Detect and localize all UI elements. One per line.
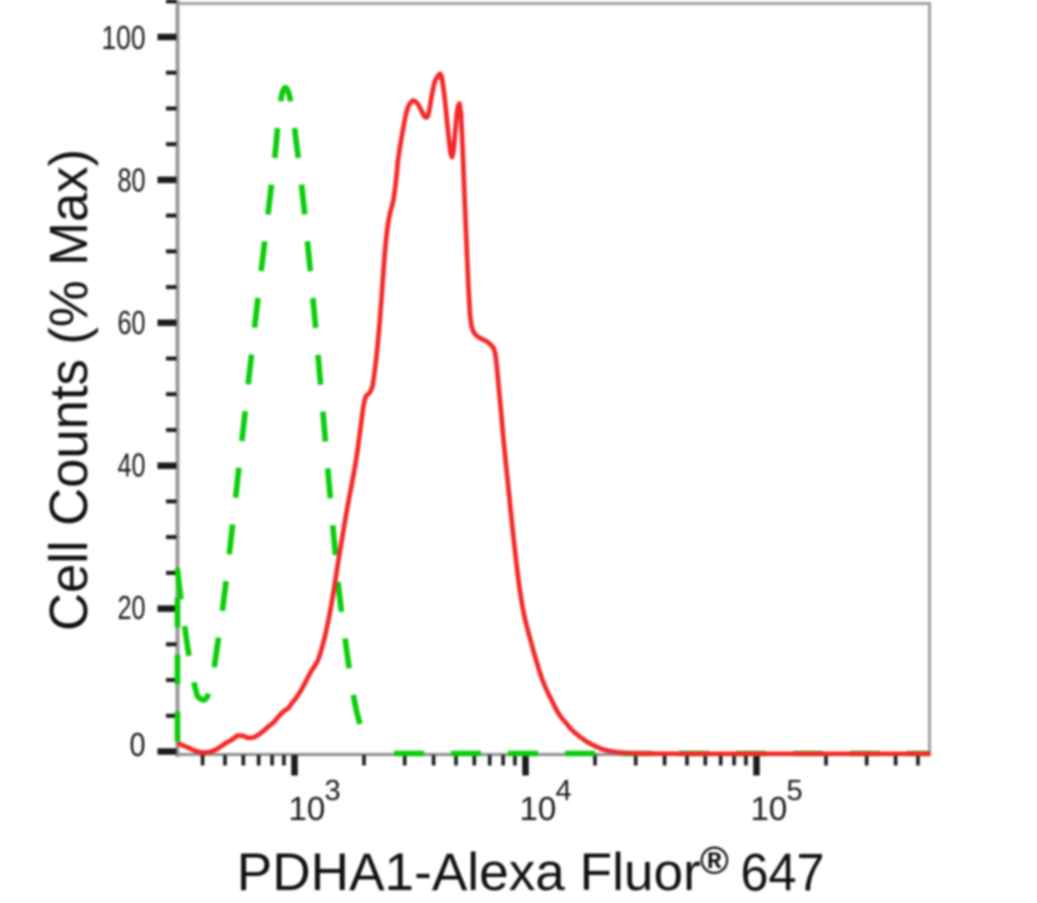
svg-text:10: 10 [751, 790, 788, 827]
svg-text:10: 10 [520, 790, 557, 827]
svg-text:5: 5 [787, 775, 803, 807]
svg-text:4: 4 [556, 775, 572, 807]
svg-text:80: 80 [118, 162, 146, 199]
svg-text:100: 100 [102, 19, 146, 56]
svg-text:PDHA1-Alexa Fluor: PDHA1-Alexa Fluor [237, 843, 701, 902]
svg-text:Cell Counts (% Max): Cell Counts (% Max) [39, 149, 99, 631]
svg-text:647: 647 [741, 844, 825, 903]
svg-text:40: 40 [118, 447, 146, 484]
svg-text:10: 10 [289, 790, 326, 827]
svg-text:20: 20 [118, 589, 146, 626]
svg-text:®: ® [700, 840, 729, 883]
svg-text:0: 0 [130, 726, 146, 763]
svg-text:3: 3 [325, 775, 341, 807]
svg-text:60: 60 [118, 304, 146, 341]
